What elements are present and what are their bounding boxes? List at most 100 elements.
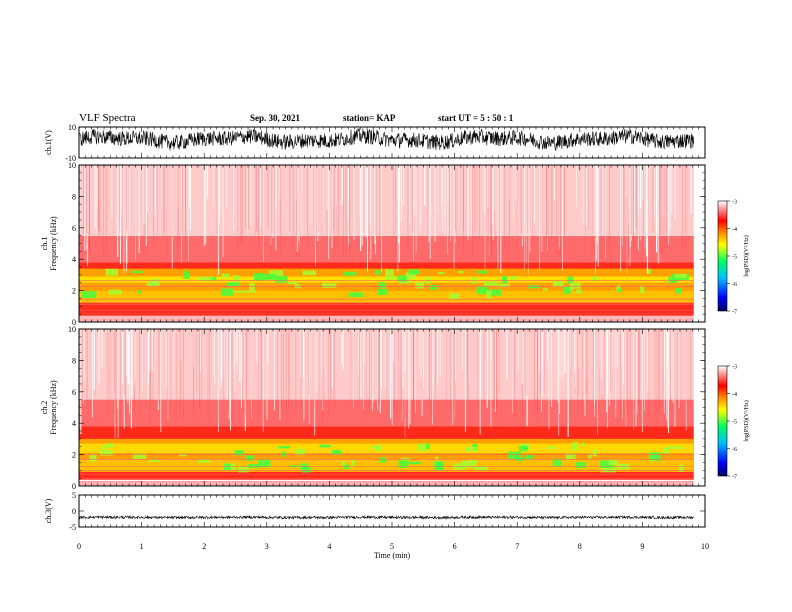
spectrogram-green-patch: [221, 273, 230, 279]
spectrogram-green-patch: [567, 276, 574, 284]
spectrogram-green-patch: [385, 269, 394, 276]
spectrogram-base: [79, 481, 694, 486]
spectrogram-green-patch: [667, 446, 683, 449]
spectrogram-green-patch: [552, 281, 564, 287]
spectrogram-green-patch: [130, 270, 143, 274]
colorbar: [717, 365, 728, 477]
spectrogram-green-patch: [132, 453, 147, 460]
start-time-label: start UT = 5 : 50 : 1: [438, 113, 514, 123]
y-tick-label: 10: [68, 161, 76, 170]
y-tick-label: 10: [68, 325, 76, 334]
spectrogram-green-patch: [148, 459, 161, 462]
y-axis-label-unit: Frequency (kHz): [49, 216, 58, 271]
spectrogram-green-patch: [552, 458, 562, 467]
colorbar-tick-label: -7: [732, 310, 737, 316]
spectrogram-green-patch: [351, 460, 355, 467]
spectrogram-green-patch: [679, 464, 684, 472]
spectrogram-green-patch: [343, 464, 350, 470]
spectrogram-green-patch: [100, 450, 113, 456]
spectrogram-green-patch: [476, 270, 489, 274]
spectrogram-green-patch: [408, 461, 422, 465]
spectrogram-green-patch: [137, 290, 143, 294]
x-tick-label: 0: [77, 542, 81, 551]
spectrogram-green-patch: [426, 443, 430, 450]
spectrogram-green-patch: [417, 443, 427, 452]
spectrogram-green-patch: [465, 446, 479, 452]
spectrogram-base: [79, 317, 694, 322]
spectrogram-green-patch: [375, 269, 381, 275]
x-tick-label: 10: [701, 542, 709, 551]
spectrogram-green-patch: [648, 452, 661, 461]
y-tick-label: 8: [72, 192, 76, 201]
spectrogram-green-patch: [581, 443, 585, 446]
spectrogram-green-patch: [253, 273, 266, 281]
spectrogram-green-patch: [575, 462, 587, 468]
spectrogram-green-patch: [245, 455, 255, 461]
y-tick-label: 8: [72, 356, 76, 365]
spectrogram-green-patch: [348, 292, 363, 298]
y-axis-label: ch.2: [40, 401, 49, 415]
spectrogram-green-patch: [483, 281, 498, 287]
spectrogram-green-patch: [571, 442, 579, 451]
station-label: station= KAP: [343, 113, 396, 123]
spectrogram-green-patch: [319, 444, 331, 448]
spectrogram-green-patch: [198, 276, 213, 282]
spectrogram-green-patch: [486, 290, 492, 299]
spectrogram-green-patch: [288, 281, 298, 285]
spectrogram-upper-band: [79, 329, 694, 400]
colorbar-tick-label: -3: [732, 200, 737, 206]
date-label: Sep. 30, 2021: [250, 113, 301, 123]
spectrogram-green-patch: [183, 271, 190, 279]
y-tick-label: 0: [72, 318, 76, 327]
spectrogram-green-patch: [370, 446, 376, 449]
spectrogram-green-patch: [231, 290, 243, 293]
spectrogram-green-patch: [487, 289, 502, 296]
spectrogram-green-patch: [378, 282, 386, 289]
spectrogram-green-patch: [518, 446, 528, 452]
spectrogram-green-patch: [258, 459, 271, 468]
spectrogram-green-patch: [592, 276, 597, 282]
y-tick-label: 2: [72, 287, 76, 296]
spectrogram-green-patch: [458, 270, 464, 274]
x-tick-label: 6: [453, 542, 457, 551]
spectrogram-green-patch: [600, 465, 616, 473]
ch1-waveform: [78, 127, 694, 152]
spectrogram-green-patch: [563, 286, 571, 295]
x-tick-label: 4: [327, 542, 331, 551]
y-tick-label: -10: [65, 154, 76, 163]
spectrogram-green-patch: [461, 460, 476, 468]
spectrogram-green-patch: [592, 449, 598, 457]
spectrogram-green-patch: [524, 446, 528, 450]
y-tick-label: 4: [72, 255, 76, 264]
spectrogram-green-patch: [576, 289, 582, 294]
x-tick-label: 7: [515, 542, 519, 551]
spectrogram-green-patch: [437, 272, 445, 275]
spectrogram-green-patch: [179, 453, 187, 457]
x-tick-label: 8: [578, 542, 582, 551]
spectrogram-upper-band: [79, 165, 694, 236]
spectrogram-green-patch: [588, 453, 592, 459]
spectrogram-green-patch: [331, 449, 342, 455]
spectrogram-green-patch: [150, 278, 160, 286]
spectrogram-green-patch: [265, 274, 276, 280]
spectrogram-green-patch: [675, 288, 682, 294]
x-tick-label: 2: [202, 542, 206, 551]
spectrogram-green-patch: [384, 276, 397, 280]
x-tick-label: 5: [390, 542, 394, 551]
spectrogram-green-patch: [448, 293, 460, 300]
spectrogram-green-patch: [435, 456, 439, 461]
spectrogram-green-patch: [616, 463, 630, 470]
ch3-waveform: [78, 514, 694, 520]
colorbar-tick-label: -5: [732, 420, 737, 426]
colorbar: [717, 200, 728, 312]
spectrogram-green-patch: [321, 283, 337, 288]
spectrogram-green-patch: [223, 463, 231, 471]
spectrogram-green-patch: [343, 271, 357, 276]
spectrogram-green-patch: [600, 460, 614, 468]
spectrogram-green-patch: [570, 282, 581, 289]
y-axis-label: ch.1: [40, 237, 49, 251]
y-tick-label: 2: [72, 451, 76, 460]
x-tick-label: 3: [265, 542, 269, 551]
y-tick-label: 6: [72, 388, 76, 397]
